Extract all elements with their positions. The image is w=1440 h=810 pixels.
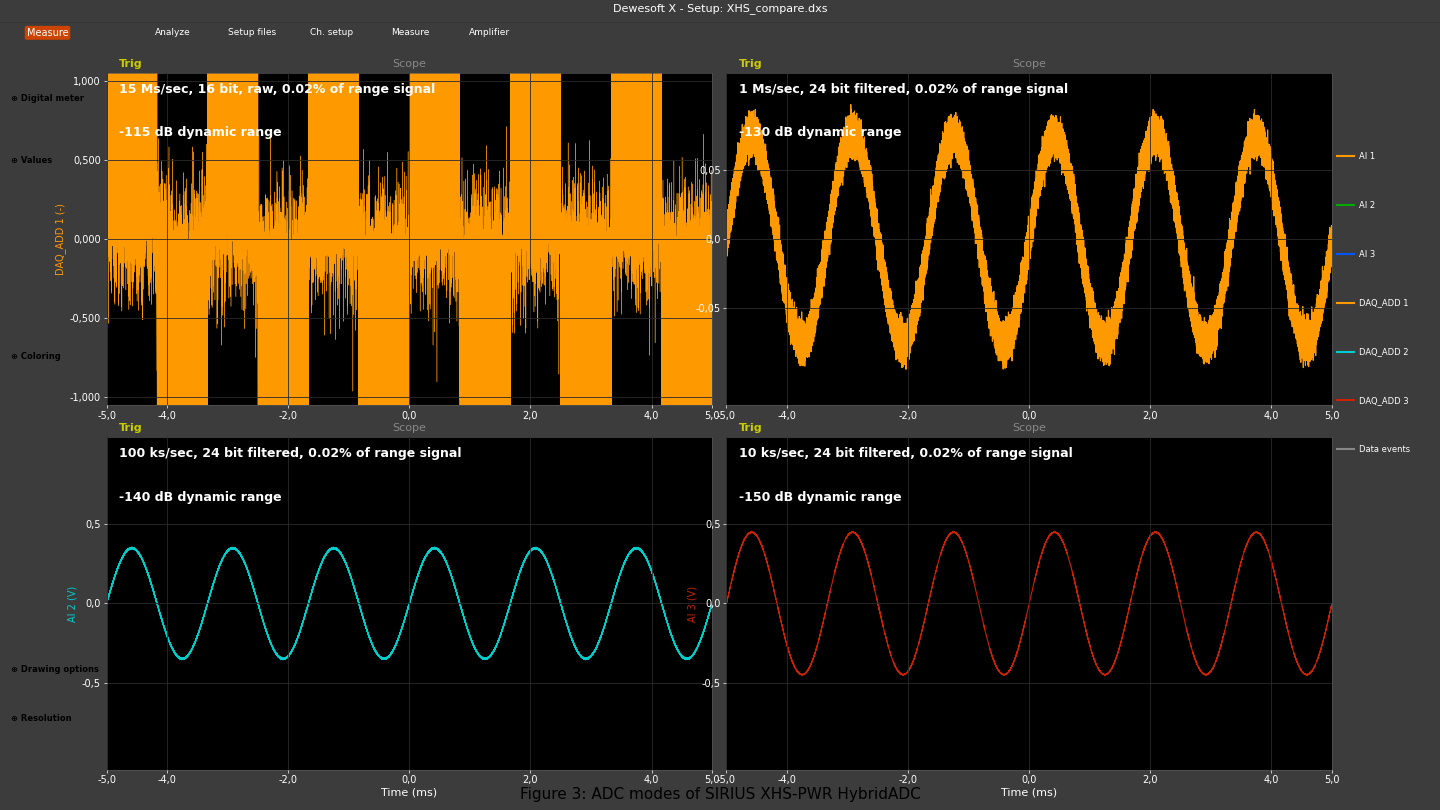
Text: DAQ_ADD 3: DAQ_ADD 3 xyxy=(1359,396,1408,405)
Text: ⊕ Coloring: ⊕ Coloring xyxy=(10,352,60,360)
Text: ⊕ Digital meter: ⊕ Digital meter xyxy=(10,94,84,103)
Text: Trig: Trig xyxy=(739,424,762,433)
X-axis label: Time (ms): Time (ms) xyxy=(1001,788,1057,798)
Text: Scope: Scope xyxy=(392,59,426,69)
Text: Data events: Data events xyxy=(1359,445,1410,454)
Text: AI 2: AI 2 xyxy=(1359,201,1375,210)
Text: Measure: Measure xyxy=(27,28,68,38)
Text: Dewesoft X - Setup: XHS_compare.dxs: Dewesoft X - Setup: XHS_compare.dxs xyxy=(613,3,827,15)
Text: Analyze: Analyze xyxy=(156,28,190,37)
Text: Measure: Measure xyxy=(392,28,429,37)
Text: AI 1: AI 1 xyxy=(1359,152,1375,161)
Text: Scope: Scope xyxy=(1012,59,1047,69)
Text: Scope: Scope xyxy=(392,424,426,433)
Text: -140 dB dynamic range: -140 dB dynamic range xyxy=(118,491,281,504)
Text: 100 ks/sec, 24 bit filtered, 0.02% of range signal: 100 ks/sec, 24 bit filtered, 0.02% of ra… xyxy=(118,447,461,460)
Text: -150 dB dynamic range: -150 dB dynamic range xyxy=(739,491,901,504)
Text: Figure 3: ADC modes of SIRIUS XHS-PWR HybridADC: Figure 3: ADC modes of SIRIUS XHS-PWR Hy… xyxy=(520,787,920,802)
Y-axis label: DAQ_ADD 1 (-): DAQ_ADD 1 (-) xyxy=(55,203,66,275)
Text: DAQ_ADD 2: DAQ_ADD 2 xyxy=(1359,347,1408,356)
Text: Scope: Scope xyxy=(1012,424,1047,433)
Text: ⊕ Values: ⊕ Values xyxy=(10,156,52,165)
Text: ⊕ Drawing options: ⊕ Drawing options xyxy=(10,665,98,674)
Text: DAQ_ADD 1: DAQ_ADD 1 xyxy=(1359,298,1408,307)
Y-axis label: AI 2 (V): AI 2 (V) xyxy=(68,586,78,621)
Text: Ch. setup: Ch. setup xyxy=(310,28,353,37)
Text: Trig: Trig xyxy=(118,424,143,433)
Text: 15 Ms/sec, 16 bit, raw, 0.02% of range signal: 15 Ms/sec, 16 bit, raw, 0.02% of range s… xyxy=(118,83,435,96)
Text: 1 Ms/sec, 24 bit filtered, 0.02% of range signal: 1 Ms/sec, 24 bit filtered, 0.02% of rang… xyxy=(739,83,1067,96)
Text: AI 3: AI 3 xyxy=(1359,249,1375,258)
Text: ⊕ Resolution: ⊕ Resolution xyxy=(10,714,72,723)
X-axis label: Time (ms): Time (ms) xyxy=(382,788,438,798)
Text: Trig: Trig xyxy=(739,59,762,69)
Text: Setup files: Setup files xyxy=(228,28,276,37)
Text: 10 ks/sec, 24 bit filtered, 0.02% of range signal: 10 ks/sec, 24 bit filtered, 0.02% of ran… xyxy=(739,447,1073,460)
Text: -115 dB dynamic range: -115 dB dynamic range xyxy=(118,126,281,139)
Text: Trig: Trig xyxy=(118,59,143,69)
Text: -130 dB dynamic range: -130 dB dynamic range xyxy=(739,126,901,139)
Text: Amplifier: Amplifier xyxy=(469,28,510,37)
Y-axis label: AI 3 (V): AI 3 (V) xyxy=(688,586,698,621)
Y-axis label: AI 1 (V): AI 1 (V) xyxy=(681,221,691,257)
